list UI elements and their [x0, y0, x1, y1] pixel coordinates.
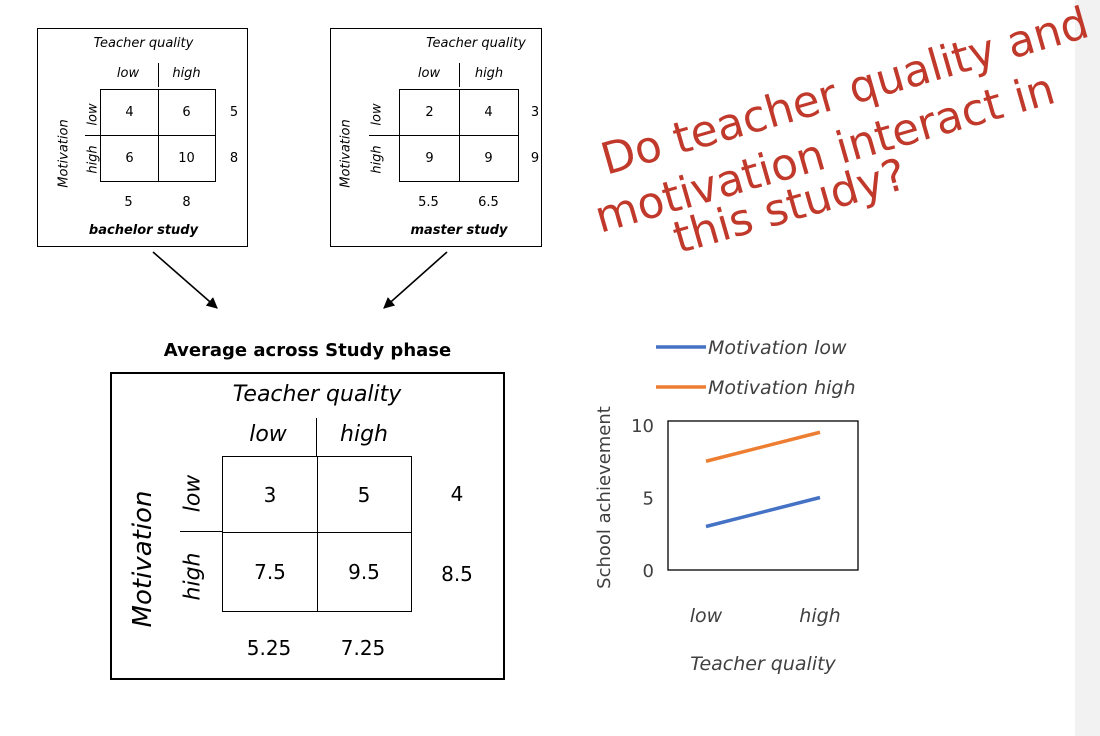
average-cell-high-high: 9.5	[348, 560, 380, 584]
average-row-label: Motivation	[128, 490, 158, 628]
average-cell-low-low: 3	[263, 482, 277, 507]
average-row-mean-low: 4	[450, 482, 464, 506]
master-col-low: low	[417, 66, 441, 81]
master-col-header: Teacher quality	[426, 36, 526, 51]
bachelor-table-box: Teacher quality low high Motivation low …	[37, 28, 248, 247]
bachelor-cell-low-high: 6	[182, 105, 191, 120]
average-heading: Average across Study phase	[163, 340, 452, 361]
master-row-mean-high: 9	[530, 151, 540, 166]
master-cell-high-low: 9	[425, 151, 434, 166]
x-axis-label: Teacher quality	[690, 653, 836, 675]
bachelor-col-low: low	[116, 66, 140, 81]
bachelor-grid: 4 6 6 10	[100, 89, 216, 182]
x-tick-label-low: low	[690, 605, 723, 627]
average-table-box: Teacher quality low high Motivation low …	[110, 372, 505, 680]
average-col-high: high	[340, 422, 388, 447]
bachelor-col-header: Teacher quality	[93, 36, 194, 51]
y-axis-label: School achievement	[594, 406, 615, 589]
y-tick-label-5: 5	[643, 489, 654, 510]
master-cell-low-high: 4	[484, 105, 493, 120]
master-col-high: high	[474, 66, 504, 81]
y-tick-label-0: 0	[643, 561, 654, 582]
arrow-bachelor-to-average	[152, 251, 218, 309]
arrow-master-to-average	[383, 251, 448, 309]
side-strip	[1075, 0, 1100, 736]
average-col-mean-low: 5.25	[246, 636, 292, 660]
master-col-mean-low: 5.5	[418, 195, 439, 210]
bachelor-col-high: high	[172, 66, 201, 81]
master-header-divider	[459, 63, 460, 87]
master-row-divider	[369, 135, 399, 136]
bachelor-col-mean-high: 8	[182, 195, 191, 210]
master-table-box: Teacher quality low high Motivation low …	[330, 28, 542, 247]
bachelor-row-divider	[85, 135, 101, 136]
series-line-1	[705, 430, 821, 463]
average-col-header: Teacher quality	[232, 382, 402, 407]
bachelor-row-mean-high: 8	[229, 151, 239, 166]
legend-label-0: Motivation low	[708, 337, 847, 359]
bachelor-cell-high-low: 6	[125, 151, 134, 166]
average-col-low: low	[249, 422, 287, 447]
series-line-0	[705, 495, 821, 529]
y-tick-label-10: 10	[631, 416, 654, 437]
bachelor-caption: bachelor study	[88, 223, 199, 238]
master-cell-low-low: 2	[425, 105, 434, 120]
bachelor-cell-low-low: 4	[125, 105, 134, 120]
legend-label-1: Motivation high	[708, 377, 856, 399]
master-col-mean-high: 6.5	[478, 195, 499, 210]
master-grid: 2 4 9 9	[399, 89, 519, 182]
x-tick-label-high: high	[799, 605, 840, 627]
master-cell-high-high: 9	[484, 151, 493, 166]
average-header-divider	[316, 418, 317, 456]
bachelor-header-divider	[158, 63, 159, 87]
average-row-high: high	[180, 552, 206, 601]
bachelor-cell-high-high: 10	[178, 151, 195, 166]
average-col-mean-high: 7.25	[340, 636, 386, 660]
interaction-line-chart: 0 5 10 low high School achievement Teacher qua…	[594, 337, 859, 675]
average-cell-high-low: 7.5	[254, 560, 286, 584]
bachelor-col-mean-low: 5	[124, 195, 133, 210]
average-row-low: low	[180, 474, 206, 513]
average-row-divider	[180, 531, 222, 532]
master-caption: master study	[410, 223, 508, 238]
average-cell-low-high: 5	[357, 482, 371, 507]
arrows	[152, 251, 448, 309]
bachelor-row-mean-low: 5	[229, 105, 239, 120]
master-row-mean-low: 3	[530, 105, 540, 120]
plot-frame	[667, 420, 859, 571]
average-grid: 3 5 7.5 9.5	[222, 456, 412, 612]
average-row-mean-high: 8.5	[441, 562, 473, 586]
